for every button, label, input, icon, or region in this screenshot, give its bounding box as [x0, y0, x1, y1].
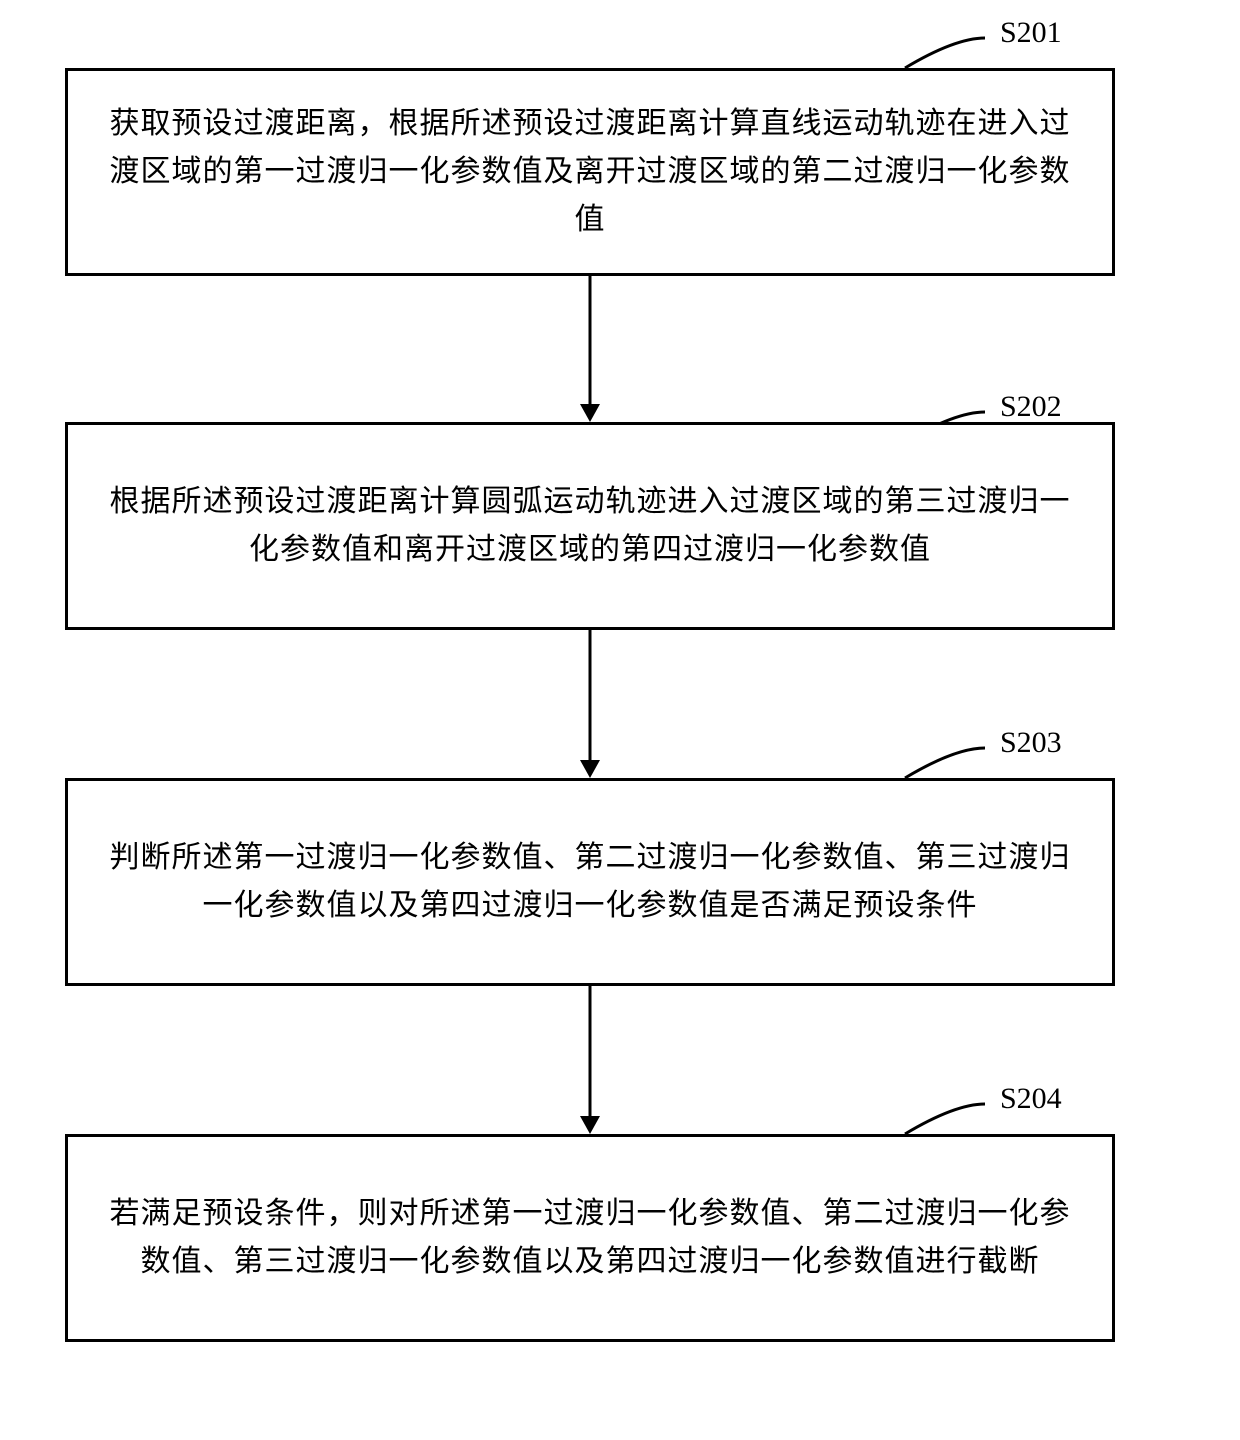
flowchart-container: S201 获取预设过渡距离，根据所述预设过渡距离计算直线运动轨迹在进入过渡区域的…	[0, 0, 1240, 1440]
step-box-s204: 若满足预设条件，则对所述第一过渡归一化参数值、第二过渡归一化参数值、第三过渡归一…	[65, 1134, 1115, 1342]
step-box-s202: 根据所述预设过渡距离计算圆弧运动轨迹进入过渡区域的第三过渡归一化参数值和离开过渡…	[65, 422, 1115, 630]
connector-arrow	[576, 276, 604, 422]
label-text: S203	[1000, 726, 1062, 759]
step-text: 若满足预设条件，则对所述第一过渡归一化参数值、第二过渡归一化参数值、第三过渡归一…	[98, 1190, 1082, 1286]
step-text: 根据所述预设过渡距离计算圆弧运动轨迹进入过渡区域的第三过渡归一化参数值和离开过渡…	[98, 478, 1082, 574]
step-text: 判断所述第一过渡归一化参数值、第二过渡归一化参数值、第三过渡归一化参数值以及第四…	[98, 834, 1082, 930]
step-text: 获取预设过渡距离，根据所述预设过渡距离计算直线运动轨迹在进入过渡区域的第一过渡归…	[98, 100, 1082, 244]
step-box-s201: 获取预设过渡距离，根据所述预设过渡距离计算直线运动轨迹在进入过渡区域的第一过渡归…	[65, 68, 1115, 276]
connector-arrow	[576, 630, 604, 778]
step-label-s204: S204	[1000, 1082, 1062, 1116]
connector-arrow	[576, 986, 604, 1134]
label-text: S201	[1000, 16, 1062, 49]
label-text: S204	[1000, 1082, 1062, 1115]
step-label-s203: S203	[1000, 726, 1062, 760]
label-text: S202	[1000, 390, 1062, 423]
step-label-s202: S202	[1000, 390, 1062, 424]
step-label-s201: S201	[1000, 16, 1062, 50]
step-box-s203: 判断所述第一过渡归一化参数值、第二过渡归一化参数值、第三过渡归一化参数值以及第四…	[65, 778, 1115, 986]
